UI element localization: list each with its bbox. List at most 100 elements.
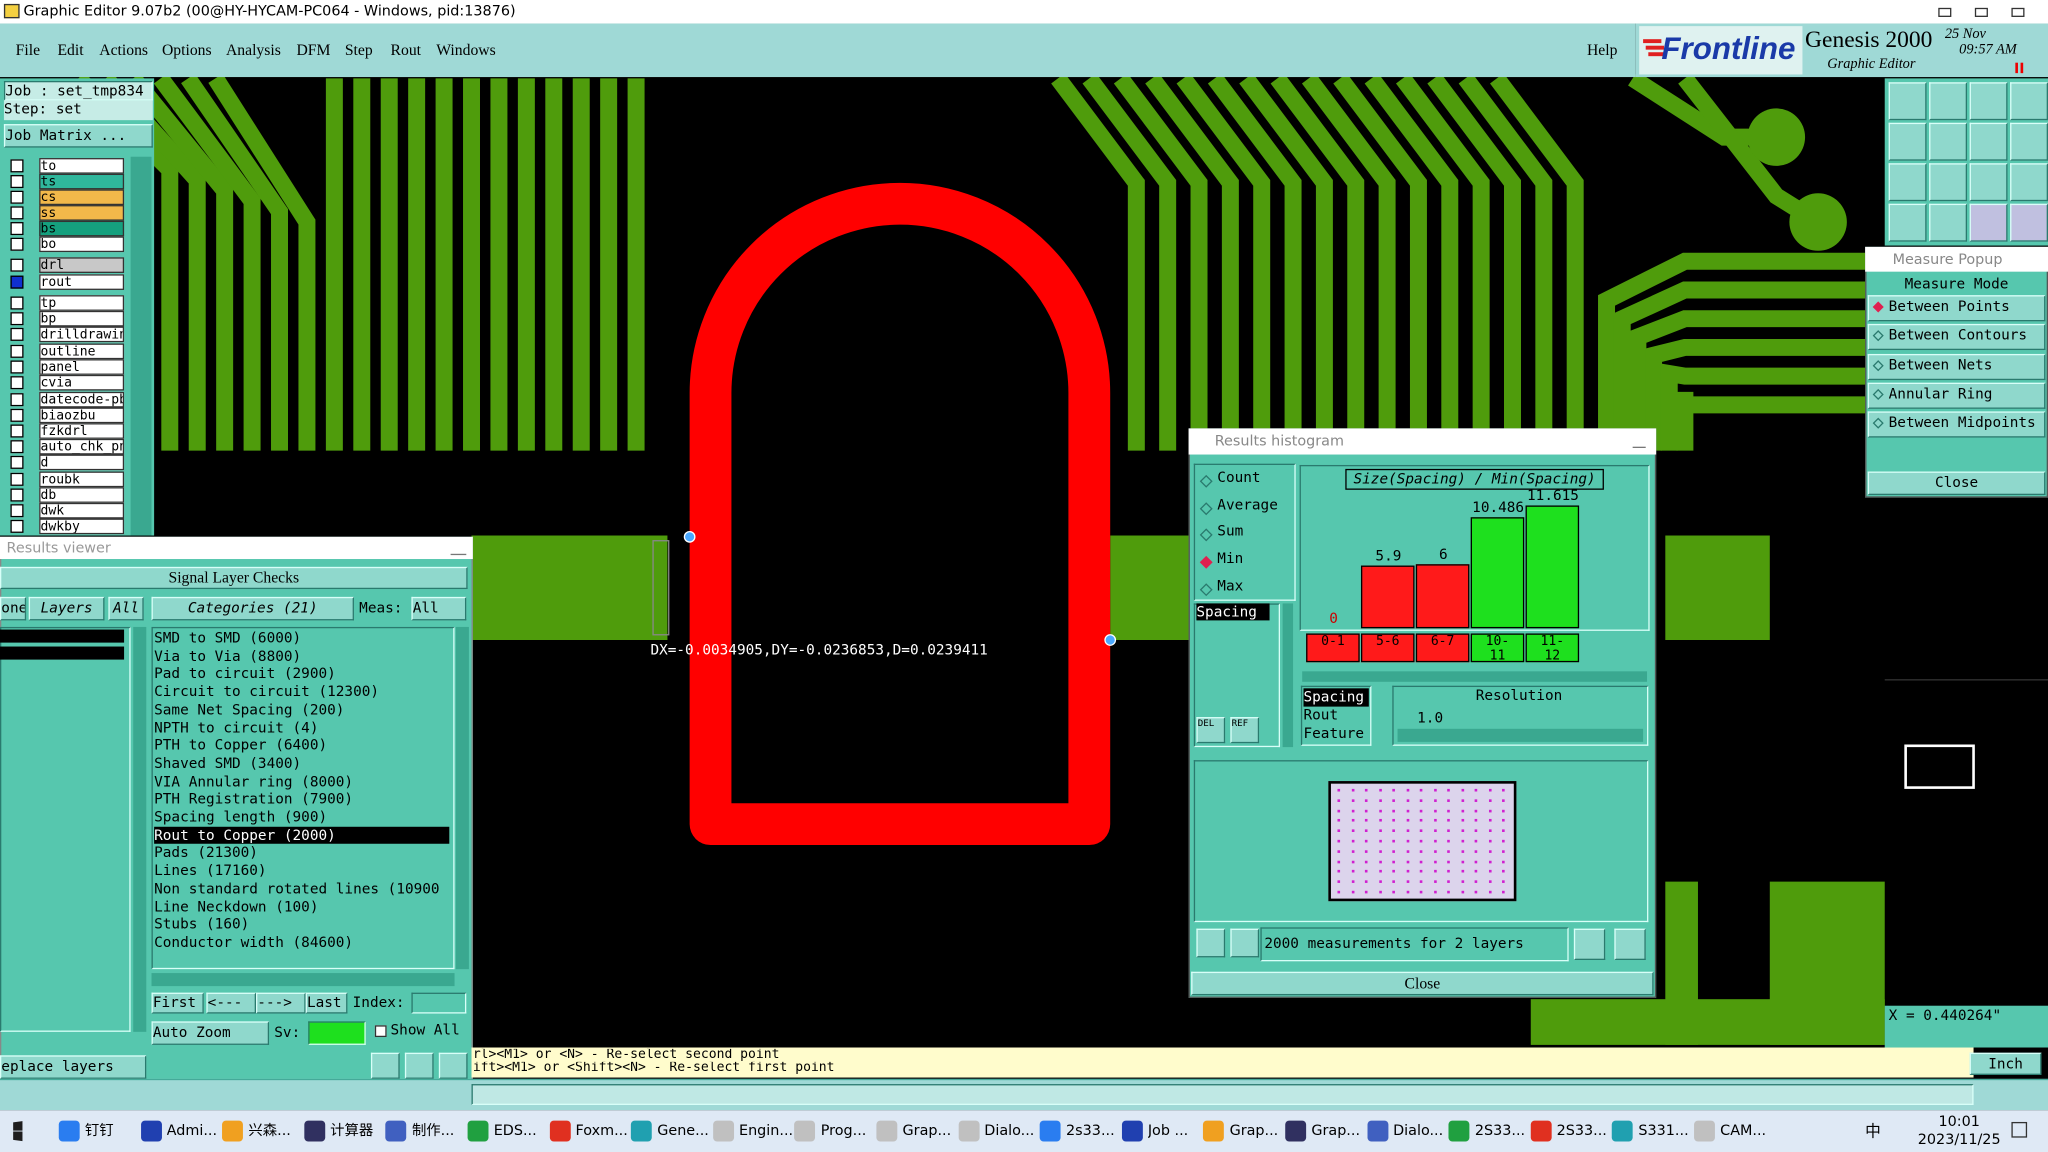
- task-icon[interactable]: [1448, 1120, 1470, 1142]
- layer-name[interactable]: datecode-pbe: [39, 391, 125, 408]
- tool-button[interactable]: [1888, 203, 1927, 242]
- layer-checkbox[interactable]: [10, 222, 24, 236]
- layer-checkbox[interactable]: [10, 275, 24, 289]
- task-icon[interactable]: [631, 1120, 652, 1142]
- mode-label[interactable]: Between Nets: [1888, 356, 1993, 374]
- task-icon[interactable]: [304, 1120, 325, 1142]
- icon-button[interactable]: [1614, 928, 1646, 960]
- layer-name[interactable]: tp: [39, 295, 125, 311]
- window-button[interactable]: [1974, 7, 1988, 17]
- layer-checkbox[interactable]: [10, 504, 24, 518]
- task-icon[interactable]: [1203, 1120, 1225, 1142]
- mode-button[interactable]: [1867, 353, 2046, 380]
- unit-button[interactable]: Inch: [1969, 1052, 2042, 1075]
- icon-button[interactable]: [1230, 928, 1260, 958]
- layer-name[interactable]: cvia: [39, 374, 125, 391]
- tool-button[interactable]: [1969, 163, 2008, 202]
- tool-button[interactable]: [1969, 82, 2008, 121]
- task-label[interactable]: 制作...: [411, 1121, 455, 1139]
- task-icon[interactable]: [549, 1120, 571, 1142]
- tool-button[interactable]: [1929, 203, 1968, 242]
- menu-item[interactable]: Step: [344, 40, 373, 59]
- menu-item[interactable]: Windows: [436, 40, 496, 59]
- layer-name[interactable]: bp: [39, 310, 125, 327]
- tool-button[interactable]: [1969, 122, 2008, 161]
- mode-button[interactable]: [1867, 324, 2046, 351]
- task-label[interactable]: Dialo...: [984, 1121, 1035, 1139]
- category-item[interactable]: PTH Registration (7900): [154, 790, 354, 808]
- menu-item[interactable]: Options: [161, 40, 212, 59]
- layer-checkbox[interactable]: [10, 408, 24, 422]
- task-icon[interactable]: [1039, 1120, 1061, 1142]
- nav-button[interactable]: <---: [206, 992, 256, 1014]
- task-icon[interactable]: [58, 1120, 80, 1142]
- layer-checkbox[interactable]: [10, 519, 24, 533]
- mode-button[interactable]: [1867, 411, 2046, 438]
- category-item[interactable]: Shaved SMD (3400): [154, 754, 302, 772]
- mode-label[interactable]: Between Midpoints: [1888, 414, 2036, 432]
- tab-layers-all[interactable]: All: [108, 596, 144, 621]
- icon-button[interactable]: [370, 1052, 400, 1079]
- window-button[interactable]: [1938, 7, 1952, 17]
- task-label[interactable]: 2s33...: [1066, 1121, 1115, 1139]
- layer-checkbox[interactable]: [10, 344, 24, 358]
- layer-name[interactable]: db: [39, 487, 125, 503]
- layer-checkbox[interactable]: [10, 424, 24, 438]
- replace-layers[interactable]: eplace layers: [0, 1055, 147, 1079]
- task-label[interactable]: Grap...: [1311, 1121, 1361, 1139]
- task-icon[interactable]: [794, 1120, 816, 1142]
- task-label[interactable]: Prog...: [820, 1121, 867, 1139]
- layer-checkbox[interactable]: [10, 440, 24, 454]
- hist-list-item[interactable]: Spacing: [1196, 603, 1270, 621]
- layer-name[interactable]: panel: [39, 359, 125, 375]
- mode-label[interactable]: Between Points: [1888, 297, 2010, 315]
- bar-category[interactable]: 6-7: [1415, 633, 1470, 663]
- task-icon[interactable]: [385, 1120, 407, 1142]
- task-label[interactable]: Admi...: [166, 1121, 218, 1139]
- hist-close[interactable]: Close: [1191, 971, 1654, 996]
- category-item[interactable]: Pads (21300): [154, 844, 258, 862]
- attr-item[interactable]: Rout: [1303, 706, 1339, 724]
- category-item[interactable]: SMD to SMD (6000): [154, 629, 302, 647]
- icon-button[interactable]: [404, 1052, 434, 1079]
- menu-item[interactable]: File: [15, 40, 41, 59]
- tool-button[interactable]: [1888, 82, 1927, 121]
- nav-button[interactable]: --->: [255, 992, 306, 1014]
- icon-button[interactable]: [438, 1052, 468, 1079]
- menu-item[interactable]: Actions: [99, 40, 149, 59]
- task-icon[interactable]: [958, 1120, 980, 1142]
- category-item[interactable]: Rout to Copper (2000): [154, 826, 450, 844]
- layer-name[interactable]: rout: [39, 274, 125, 290]
- tool-button[interactable]: [1969, 203, 2008, 242]
- category-item[interactable]: Conductor width (84600): [154, 933, 354, 951]
- attr-item[interactable]: Spacing: [1303, 688, 1369, 707]
- layer-checkbox[interactable]: [10, 190, 24, 204]
- ime[interactable]: 中: [1865, 1121, 1881, 1141]
- layer-checkbox[interactable]: [10, 393, 24, 407]
- layer-checkbox[interactable]: [10, 159, 24, 173]
- tool-button[interactable]: [2010, 203, 2048, 242]
- task-label[interactable]: 兴森...: [248, 1121, 291, 1139]
- layer-checkbox[interactable]: [10, 376, 24, 390]
- category-item[interactable]: NPTH to circuit (4): [154, 719, 319, 736]
- mode-button[interactable]: [1867, 382, 2046, 409]
- sv-box[interactable]: [308, 1021, 366, 1045]
- task-icon[interactable]: [712, 1120, 734, 1142]
- rv-close[interactable]: [450, 539, 467, 556]
- layer-checkbox[interactable]: [10, 296, 24, 310]
- option-label[interactable]: Min: [1217, 549, 1244, 567]
- bar[interactable]: [1470, 517, 1525, 629]
- mp-close[interactable]: Close: [1867, 471, 2046, 496]
- category-item[interactable]: Lines (17160): [154, 862, 267, 880]
- task-label[interactable]: Job ...: [1147, 1121, 1189, 1139]
- layer-name[interactable]: outline: [39, 343, 125, 360]
- option-label[interactable]: Sum: [1217, 522, 1244, 540]
- category-item[interactable]: Pad to circuit (2900): [154, 665, 336, 683]
- layer-name[interactable]: dwkby: [39, 518, 125, 535]
- category-item[interactable]: Spacing length (900): [154, 808, 328, 826]
- task-label[interactable]: 计算器: [330, 1121, 374, 1139]
- layer-name[interactable]: auto_chk_pn: [39, 438, 125, 455]
- bar-category[interactable]: 10-11: [1470, 633, 1525, 663]
- show-all-check[interactable]: [374, 1025, 387, 1038]
- task-label[interactable]: Foxm...: [575, 1121, 628, 1139]
